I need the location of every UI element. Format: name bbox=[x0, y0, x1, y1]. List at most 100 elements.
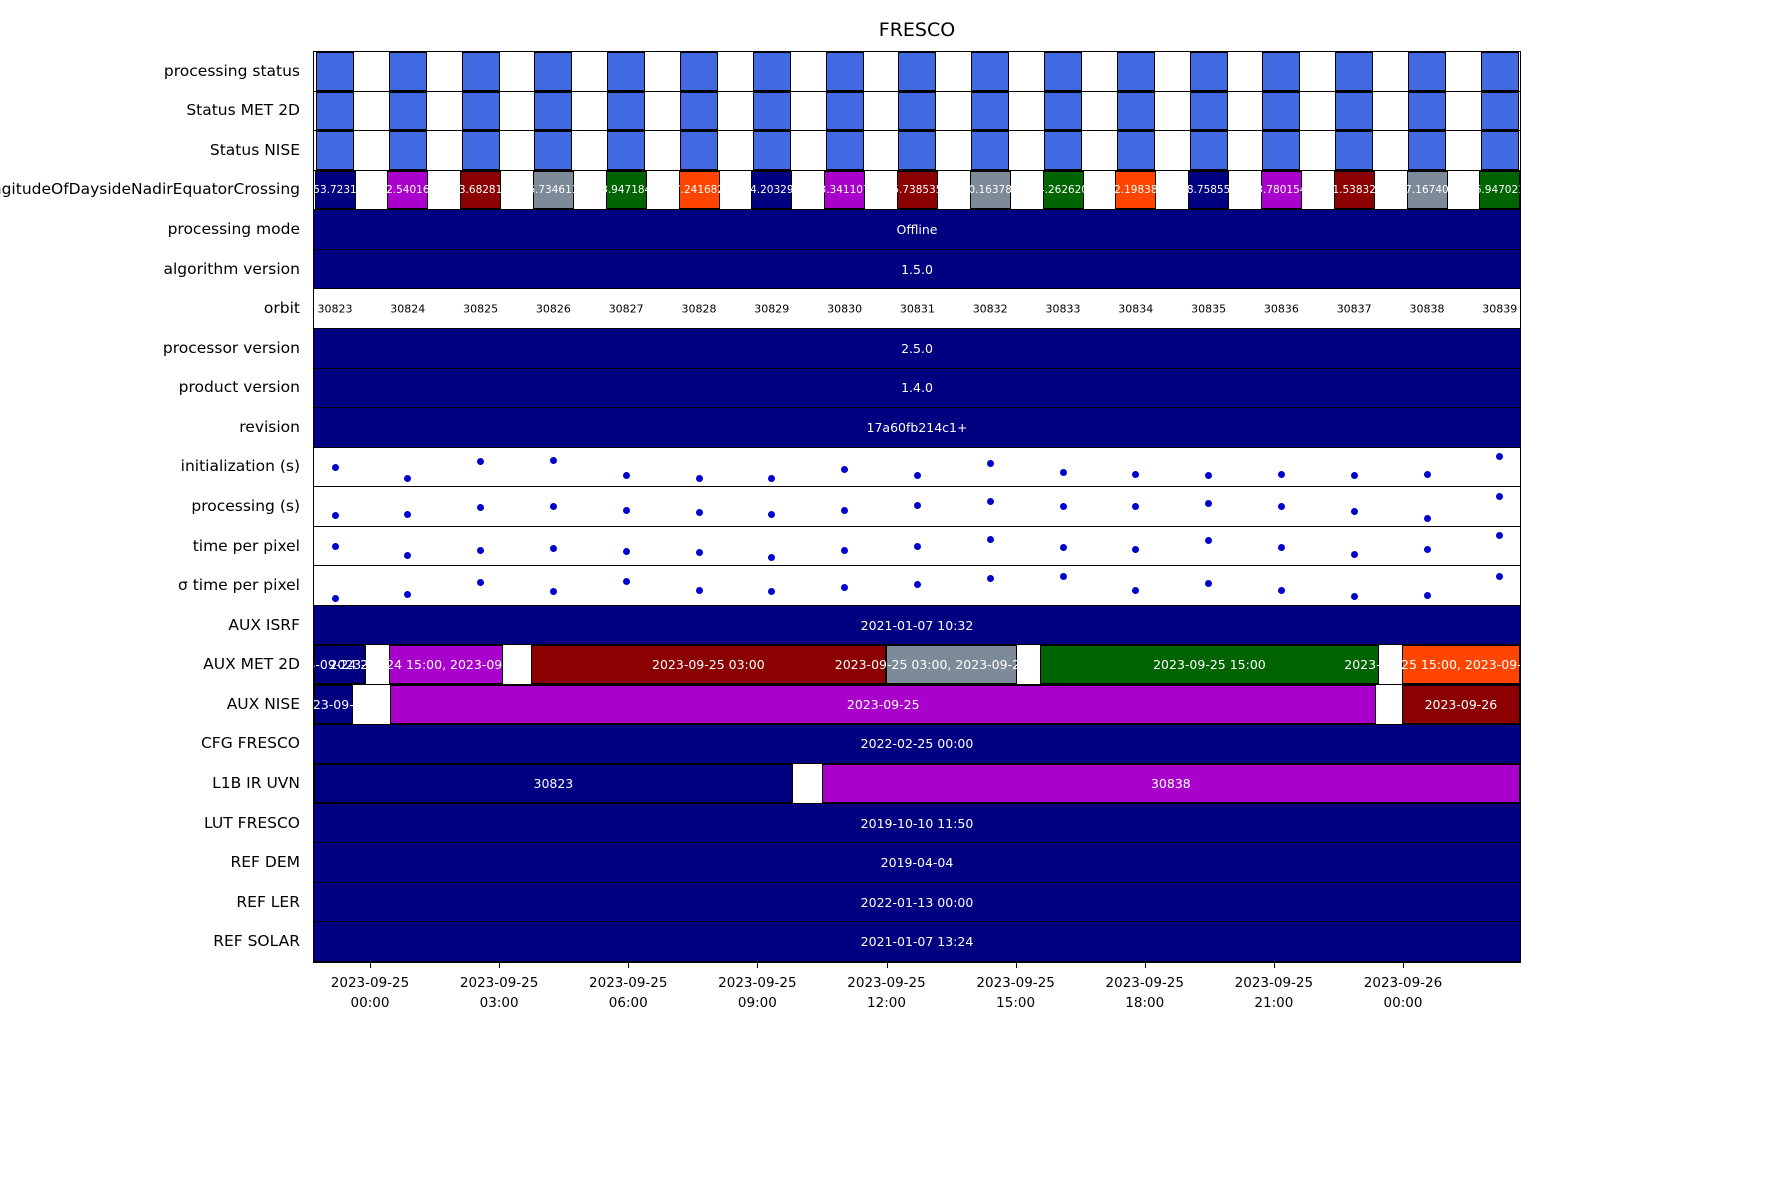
scatter-dot bbox=[331, 543, 339, 551]
scatter-dot bbox=[1496, 572, 1504, 580]
x-tick-mark bbox=[1144, 963, 1146, 968]
scatter-dot bbox=[986, 575, 994, 583]
segment-bar: 2023-09-25 bbox=[389, 685, 1377, 724]
status-bar bbox=[316, 91, 354, 131]
row-full: 1.4.0 bbox=[314, 368, 1520, 409]
row-full: 2019-04-04 bbox=[314, 843, 1520, 883]
row-label: processing mode bbox=[167, 220, 300, 239]
segment-label: 2023-09-25 15:00 bbox=[1153, 657, 1266, 673]
row-label: initialization (s) bbox=[180, 457, 300, 476]
scatter-dot bbox=[331, 511, 339, 519]
scatter-dot bbox=[841, 507, 849, 515]
row-full: 2019-10-10 11:50 bbox=[314, 803, 1520, 844]
chart-title: FRESCO bbox=[878, 19, 956, 41]
status-bar bbox=[1044, 131, 1082, 170]
orbit-label: 30837 bbox=[1336, 302, 1372, 316]
row-scatter bbox=[314, 566, 1520, 606]
row-label: REF DEM bbox=[230, 853, 300, 872]
orbit-label: 30829 bbox=[754, 302, 790, 316]
scatter-dot bbox=[1277, 587, 1285, 595]
scatter-dot bbox=[1277, 470, 1285, 478]
scatter-dot bbox=[768, 474, 776, 482]
row-bars bbox=[314, 91, 1520, 132]
orbit-label: 30833 bbox=[1045, 302, 1081, 316]
x-tick-mark bbox=[757, 963, 759, 968]
row-label: revision bbox=[239, 417, 300, 436]
x-tick-mark bbox=[1273, 963, 1275, 968]
scatter-dot bbox=[768, 511, 776, 519]
row-scatter bbox=[314, 527, 1520, 567]
status-bar bbox=[898, 91, 937, 131]
longitude-value: 160.1637893 bbox=[955, 183, 1026, 196]
longitude-cell: 102.1983872 bbox=[1101, 170, 1171, 210]
row-label: REF SOLAR bbox=[213, 932, 300, 951]
scatter-dot bbox=[768, 553, 776, 561]
tick-date: 2023-09-25 bbox=[976, 975, 1055, 991]
scatter-dot bbox=[404, 552, 412, 560]
status-bar bbox=[461, 52, 500, 91]
row-label: time per pixel bbox=[192, 536, 300, 555]
status-bar bbox=[898, 52, 937, 91]
longitude-cell: 102.5401620 bbox=[373, 170, 443, 210]
segment-label: 2023-09-24 21:00 bbox=[314, 657, 397, 673]
scatter-dot bbox=[768, 588, 776, 596]
scatter-dot bbox=[1059, 469, 1067, 477]
status-bar bbox=[388, 52, 427, 91]
x-tick-mark bbox=[886, 963, 888, 968]
tick-date: 2023-09-25 bbox=[1105, 975, 1184, 991]
x-tick-label: 2023-09-25 09:00 bbox=[692, 973, 822, 1014]
status-bar bbox=[388, 131, 427, 170]
tick-time: 00:00 bbox=[350, 995, 390, 1012]
longitude-cell: 93.3411075 bbox=[813, 170, 876, 210]
longitude-cell: 75.7385358 bbox=[886, 170, 949, 210]
scatter-dot bbox=[841, 465, 849, 473]
status-bar bbox=[825, 131, 864, 170]
row-full: 2021-01-07 10:32 bbox=[314, 605, 1520, 646]
status-bar bbox=[388, 91, 427, 131]
orbit-label: 30836 bbox=[1263, 302, 1299, 316]
status-bar bbox=[1116, 131, 1155, 170]
scatter-dot bbox=[1350, 550, 1358, 558]
row-full: Offline bbox=[314, 210, 1520, 250]
longitude-value: 26.7346115 bbox=[521, 183, 586, 196]
longitude-value: 98.9471843 bbox=[594, 183, 658, 196]
row-value: 2022-01-13 00:00 bbox=[860, 894, 974, 910]
tick-time: 00:00 bbox=[1383, 995, 1423, 1012]
segment-label: 2023-09-25 03:00 bbox=[652, 657, 765, 673]
longitude-value: 201.5383270 bbox=[1319, 183, 1390, 196]
tick-time: 09:00 bbox=[737, 995, 777, 1012]
status-bar bbox=[1044, 52, 1082, 91]
status-bar bbox=[1116, 91, 1155, 131]
tick-time: 06:00 bbox=[608, 995, 648, 1012]
scatter-dot bbox=[913, 471, 921, 479]
status-bar bbox=[1335, 131, 1374, 170]
segment-bar: 30823 bbox=[314, 764, 793, 803]
scatter-dot bbox=[1132, 502, 1140, 510]
x-tick-label: 2023-09-26 00:00 bbox=[1338, 973, 1468, 1014]
scatter-dot bbox=[841, 547, 849, 555]
tick-time: 18:00 bbox=[1125, 995, 1165, 1012]
scatter-dot bbox=[1277, 502, 1285, 510]
orbit-label: 30824 bbox=[390, 302, 426, 316]
status-bar bbox=[680, 52, 718, 91]
longitude-value: 83.7801542 bbox=[1249, 183, 1314, 196]
tick-date: 2023-09-25 bbox=[459, 975, 539, 991]
scatter-dot bbox=[913, 542, 921, 550]
row-bars bbox=[314, 131, 1520, 171]
status-bar bbox=[1480, 131, 1519, 170]
orbit-label: 30839 bbox=[1482, 302, 1518, 316]
scatter-dot bbox=[477, 547, 485, 555]
segment-bar: 2023-09-25 15:00, 2023-09-26 00:00 bbox=[1344, 645, 1520, 685]
row-label: AUX ISRF bbox=[228, 615, 300, 634]
longitude-cell: 83.7801542 bbox=[1250, 170, 1313, 210]
segment-label: 2023-09-25 15:00, 2023-09-26 00:00 bbox=[1344, 657, 1520, 673]
status-bar bbox=[1044, 91, 1082, 131]
orbit-label: 30834 bbox=[1118, 302, 1154, 316]
row-label: LongitudeOfDaysideNadirEquatorCrossing bbox=[0, 180, 300, 199]
orbit-label: 30838 bbox=[1409, 302, 1445, 316]
x-tick-mark bbox=[1403, 963, 1404, 968]
status-bar bbox=[1189, 52, 1228, 91]
status-bar bbox=[898, 131, 937, 170]
status-bar bbox=[1408, 91, 1446, 131]
